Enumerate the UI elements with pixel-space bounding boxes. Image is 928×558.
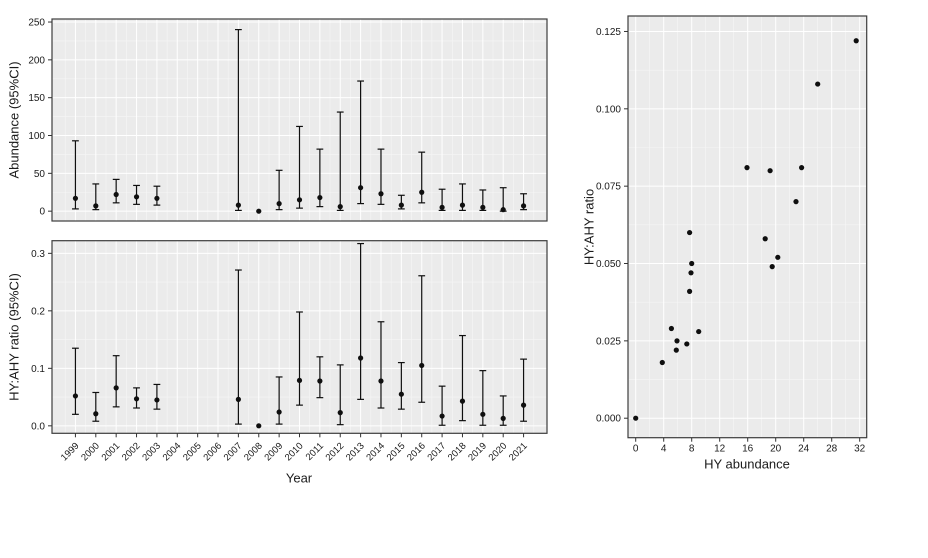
svg-text:0.000: 0.000 bbox=[596, 414, 621, 425]
svg-text:250: 250 bbox=[28, 18, 45, 29]
svg-text:150: 150 bbox=[28, 93, 45, 104]
svg-text:50: 50 bbox=[34, 169, 46, 180]
svg-text:0.075: 0.075 bbox=[596, 182, 621, 193]
svg-text:0.0: 0.0 bbox=[31, 421, 45, 432]
year-x-axis-title: Year bbox=[285, 470, 313, 486]
svg-text:0.3: 0.3 bbox=[31, 249, 45, 260]
ratio-y-axis-title: HY:AHY ratio (95%CI) bbox=[6, 273, 22, 401]
svg-text:8: 8 bbox=[689, 444, 695, 455]
svg-text:28: 28 bbox=[826, 444, 838, 455]
svg-text:0.2: 0.2 bbox=[31, 306, 45, 317]
scatter-x-axis-title: HY abundance bbox=[704, 456, 790, 472]
svg-text:0: 0 bbox=[39, 207, 45, 218]
svg-text:4: 4 bbox=[661, 444, 667, 455]
svg-text:0.025: 0.025 bbox=[596, 336, 621, 347]
svg-text:0: 0 bbox=[633, 444, 639, 455]
svg-text:100: 100 bbox=[28, 131, 45, 142]
svg-text:12: 12 bbox=[714, 444, 726, 455]
svg-text:200: 200 bbox=[28, 55, 45, 66]
svg-text:24: 24 bbox=[798, 444, 810, 455]
svg-text:32: 32 bbox=[854, 444, 866, 455]
svg-text:16: 16 bbox=[742, 444, 754, 455]
svg-text:0.100: 0.100 bbox=[596, 104, 621, 115]
svg-text:0.125: 0.125 bbox=[596, 27, 621, 38]
svg-text:0.050: 0.050 bbox=[596, 259, 621, 270]
abundance-y-axis-title: Abundance (95%CI) bbox=[6, 61, 22, 179]
scatter-y-axis-title: HY:AHY ratio bbox=[581, 188, 597, 266]
svg-text:0.1: 0.1 bbox=[31, 364, 45, 375]
svg-text:20: 20 bbox=[770, 444, 782, 455]
